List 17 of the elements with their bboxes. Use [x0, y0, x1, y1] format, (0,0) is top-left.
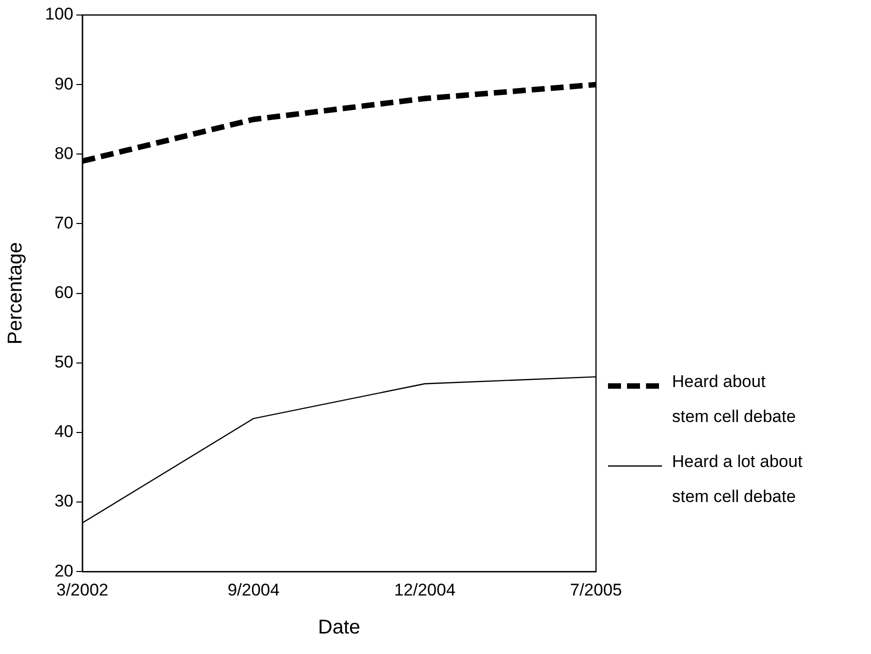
legend-label: Heard a lot about stem cell debate: [672, 451, 804, 508]
y-tick-label: 80: [54, 144, 74, 163]
y-tick-label: 50: [54, 352, 74, 372]
y-axis-title: Percentage: [4, 242, 27, 344]
y-tick-label: 70: [54, 213, 74, 232]
y-tick-label: 90: [54, 74, 74, 94]
y-tick-label: 20: [54, 561, 74, 580]
y-tick-label: 30: [54, 492, 74, 511]
x-axis-title: Date: [318, 616, 360, 639]
y-tick-label: 60: [54, 282, 74, 302]
x-tick-label: 9/2004: [228, 580, 280, 600]
y-tick-label: 40: [54, 422, 74, 442]
x-tick-label: 7/2005: [570, 580, 622, 600]
x-tick-label: 3/2002: [56, 580, 108, 600]
legend-label: Heard about stem cell debate: [672, 371, 797, 428]
y-tick-label: 100: [44, 4, 74, 24]
x-tick-label: 12/2004: [394, 580, 456, 600]
